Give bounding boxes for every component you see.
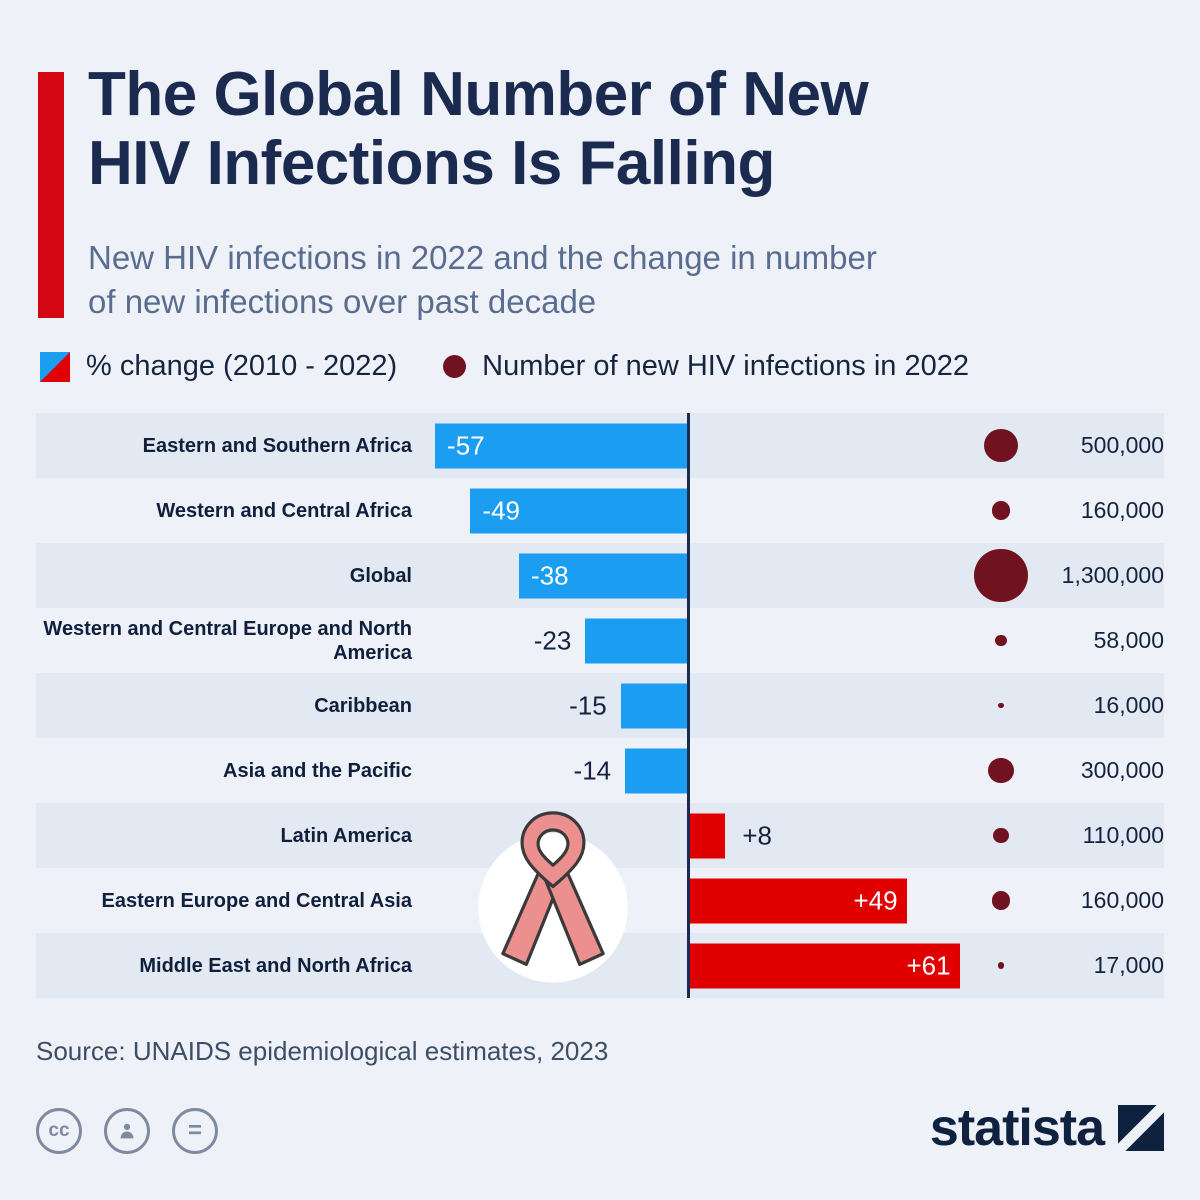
statista-wordmark: statista [929, 1099, 1105, 1157]
change-value-label: -57 [447, 430, 485, 460]
bar-area: -49 [426, 478, 966, 543]
region-label: Latin America [280, 824, 412, 847]
region-label: Global [349, 564, 412, 587]
infections-dot [993, 827, 1009, 844]
statista-logo-icon [1118, 1105, 1164, 1151]
change-value-label: +8 [742, 820, 773, 850]
dot-cell [966, 634, 1036, 647]
region-label: Western and Central Europe and North Ame… [43, 617, 412, 664]
person-icon [120, 1123, 134, 1139]
title-accent-bar [38, 72, 64, 318]
license-icons: cc = [36, 1108, 218, 1154]
chart-row: Global -38 1,300,000 [36, 543, 1164, 608]
cc-icon: cc [36, 1108, 82, 1154]
dot-cell [966, 501, 1036, 520]
change-bar [690, 813, 726, 858]
infections-value: 16,000 [1093, 692, 1164, 718]
bar-area: -15 [426, 673, 966, 738]
infections-legend-label: Number of new HIV infections in 2022 [482, 350, 969, 382]
infections-dot [998, 702, 1004, 709]
infections-value: 110,000 [1082, 822, 1164, 848]
region-label: Eastern Europe and Central Asia [101, 889, 412, 912]
infections-value: 58,000 [1093, 627, 1164, 653]
infections-dot [974, 548, 1028, 603]
change-value-label: -49 [482, 495, 520, 525]
chart: Eastern and Southern Africa -57 500,000 … [36, 413, 1164, 998]
infections-dot [988, 757, 1014, 784]
chart-row: Eastern Europe and Central Asia +49 160,… [36, 868, 1164, 933]
change-bar [435, 423, 687, 468]
change-value-label: +61 [906, 950, 951, 980]
source-note: Source: UNAIDS epidemiological estimates… [36, 1036, 609, 1066]
bar-area: +49 [426, 868, 966, 933]
infections-value: 160,000 [1080, 497, 1164, 523]
change-bar [585, 618, 687, 663]
dot-cell [966, 428, 1036, 463]
attribution-icon [104, 1108, 150, 1154]
bar-area: +61 [426, 933, 966, 998]
change-bar [625, 748, 687, 793]
region-label: Eastern and Southern Africa [142, 434, 412, 457]
bar-area: -57 [426, 413, 966, 478]
equals-glyph: = [187, 1117, 202, 1144]
cc-glyph: cc [48, 1120, 70, 1141]
infections-dot [984, 428, 1018, 463]
infections-value: 500,000 [1080, 432, 1164, 458]
region-label: Asia and the Pacific [223, 759, 412, 782]
region-label: Western and Central Africa [156, 499, 412, 522]
infections-dot [991, 501, 1011, 520]
dot-cell [966, 891, 1036, 910]
change-value-label: +49 [853, 885, 898, 915]
title-line-1: The Global Number of New [88, 60, 869, 129]
infections-dot [997, 962, 1005, 969]
subtitle-line-2: of new infections over past decade [88, 282, 597, 320]
infections-dot [991, 891, 1011, 910]
dot-cell [966, 548, 1036, 603]
infections-dot [995, 634, 1007, 647]
change-bar [690, 878, 907, 923]
legend: % change (2010 - 2022) Number of new HIV… [40, 350, 969, 383]
chart-row: Western and Central Africa -49 160,000 [36, 478, 1164, 543]
infections-value: 300,000 [1080, 757, 1164, 783]
infections-value: 1,300,000 [1061, 562, 1164, 588]
dot-cell [966, 962, 1036, 969]
change-bar [470, 488, 687, 533]
statista-logo: statista [930, 1098, 1164, 1158]
change-bar [690, 943, 960, 988]
subtitle-line-1: New HIV infections in 2022 and the chang… [88, 239, 877, 276]
page-subtitle: New HIV infections in 2022 and the chang… [88, 236, 877, 323]
change-legend-label: % change (2010 - 2022) [86, 350, 398, 382]
bar-area: -38 [426, 543, 966, 608]
title-line-2: HIV Infections Is Falling [88, 129, 775, 199]
bar-area: -23 [426, 608, 966, 673]
bar-area: +8 [426, 803, 966, 868]
region-label: Middle East and North Africa [139, 954, 412, 977]
no-derivatives-icon: = [172, 1108, 218, 1154]
page-title: The Global Number of New HIV Infections … [88, 60, 869, 199]
chart-row: Caribbean -15 16,000 [36, 673, 1164, 738]
infections-value: 160,000 [1080, 887, 1164, 913]
chart-row: Western and Central Europe and North Ame… [36, 608, 1164, 673]
chart-row: Asia and the Pacific -14 300,000 [36, 738, 1164, 803]
awareness-ribbon-illustration [478, 811, 628, 983]
infections-legend-dot-icon [443, 355, 467, 378]
zero-axis-line [687, 413, 690, 998]
bar-area: -14 [426, 738, 966, 803]
infections-value: 17,000 [1093, 952, 1164, 978]
change-value-label: -14 [573, 755, 612, 785]
change-value-label: -15 [569, 690, 607, 720]
chart-row: Eastern and Southern Africa -57 500,000 [36, 413, 1164, 478]
change-value-label: -38 [531, 560, 569, 590]
change-value-label: -23 [533, 625, 572, 655]
dot-cell [966, 827, 1036, 844]
change-bar [519, 553, 687, 598]
dot-cell [966, 757, 1036, 784]
dot-cell [966, 702, 1036, 709]
change-legend-swatch-icon [40, 351, 70, 382]
change-bar [620, 683, 687, 728]
region-label: Caribbean [314, 694, 412, 717]
